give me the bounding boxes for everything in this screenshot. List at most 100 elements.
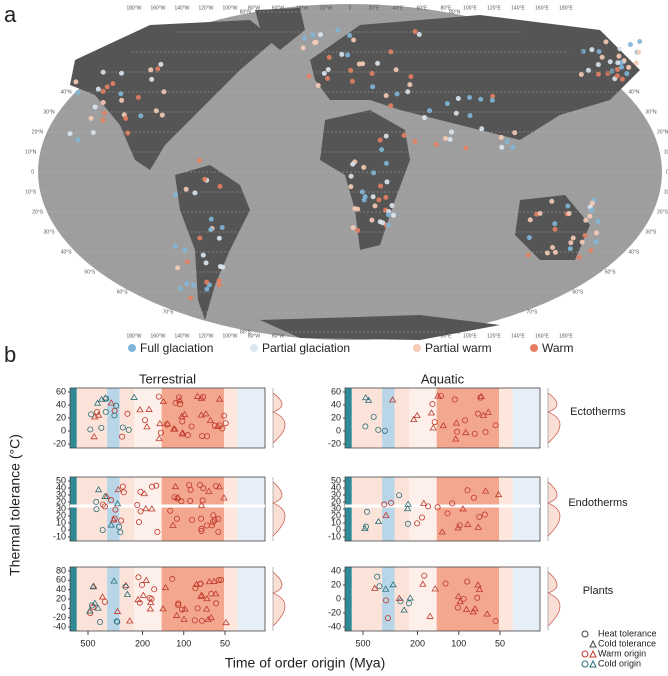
point [403,504,412,512]
point [161,584,170,591]
point [460,595,467,602]
point [427,409,436,416]
point [210,512,217,519]
lat-label: 10°N [25,149,37,155]
lat-label: 50°S [605,269,617,275]
point [492,618,499,625]
point [196,482,203,489]
y-tick-label: -20 [328,607,341,617]
point [151,586,158,593]
map-point [383,194,389,200]
lon-label: 140°E [511,333,525,339]
map-point [636,49,642,55]
map-point [383,93,389,99]
lat-label: 50°N [605,69,617,75]
lon-label: 100°E [463,5,477,11]
lat-label: 60°N [116,49,128,55]
map-point [637,38,643,44]
x-tick-label: 50 [220,638,230,648]
map-point [619,76,625,82]
map-point [427,108,433,114]
point [147,598,155,606]
y-tick-label: 40 [331,482,341,492]
point [137,488,144,495]
y-tick-label: 20 [331,496,341,506]
map-point [352,206,358,212]
point [192,585,199,592]
row-label: Ectotherms [570,406,626,418]
map-point [579,239,585,245]
lon-label: 80°W [248,333,261,339]
lat-label: 80°N [240,9,252,15]
point [143,423,151,430]
point [148,505,156,512]
lat-label: 30°N [645,109,657,115]
y-tick-label: 60 [56,575,66,585]
y-tick-label: 30 [331,489,341,499]
map-point [422,115,428,121]
point [101,394,110,401]
map-point [453,110,459,116]
point [88,411,95,418]
point [364,508,371,515]
time-band [161,388,225,448]
map-point [375,60,381,66]
map-point [75,90,81,96]
map-point [616,53,622,59]
point [126,617,134,624]
point [362,393,370,401]
point [413,411,421,419]
x-tick-label: 100 [176,638,191,648]
point [494,490,503,498]
point [119,433,126,440]
map-point [463,145,469,151]
point [381,585,390,592]
point [476,513,483,520]
point [200,485,207,492]
map-point [624,71,630,77]
lon-label: 20°W [320,5,333,11]
legend-swatch [250,344,258,352]
point [146,595,153,602]
point [187,497,194,504]
map-point [321,70,327,76]
map-point [565,203,571,209]
map-point [208,216,214,222]
map-point [444,101,450,107]
y-tick-label: 10 [56,517,66,527]
map-point [348,67,354,73]
y-tick-label: 40 [56,584,66,594]
map-point [587,213,593,219]
y-tick-label: 0 [61,524,66,534]
map-point [626,64,632,70]
point [135,574,142,581]
legend-symbol [589,649,597,658]
point [93,498,100,505]
point [404,520,411,527]
map-point [182,247,188,253]
map-point [348,173,354,179]
point [383,597,390,604]
map-point [208,227,214,233]
point [207,613,215,621]
point [454,524,462,531]
map-point [401,132,407,138]
point [452,419,461,426]
point [186,482,193,489]
point [180,410,189,417]
y-tick-label: 40 [56,399,66,409]
point [203,595,211,602]
point [96,619,103,626]
point [148,483,155,490]
map-point [175,265,181,271]
point [482,429,489,436]
point [116,523,123,530]
point [167,507,174,514]
map-point [125,130,131,136]
point [101,503,108,510]
map-point [335,27,341,33]
point [216,422,223,429]
point [157,429,164,436]
point [155,434,163,442]
point [212,590,220,597]
